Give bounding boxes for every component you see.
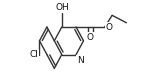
Text: O: O xyxy=(87,33,94,42)
Text: O: O xyxy=(106,22,113,32)
Text: Cl: Cl xyxy=(30,50,38,59)
Text: N: N xyxy=(77,56,84,65)
Text: OH: OH xyxy=(55,3,69,12)
